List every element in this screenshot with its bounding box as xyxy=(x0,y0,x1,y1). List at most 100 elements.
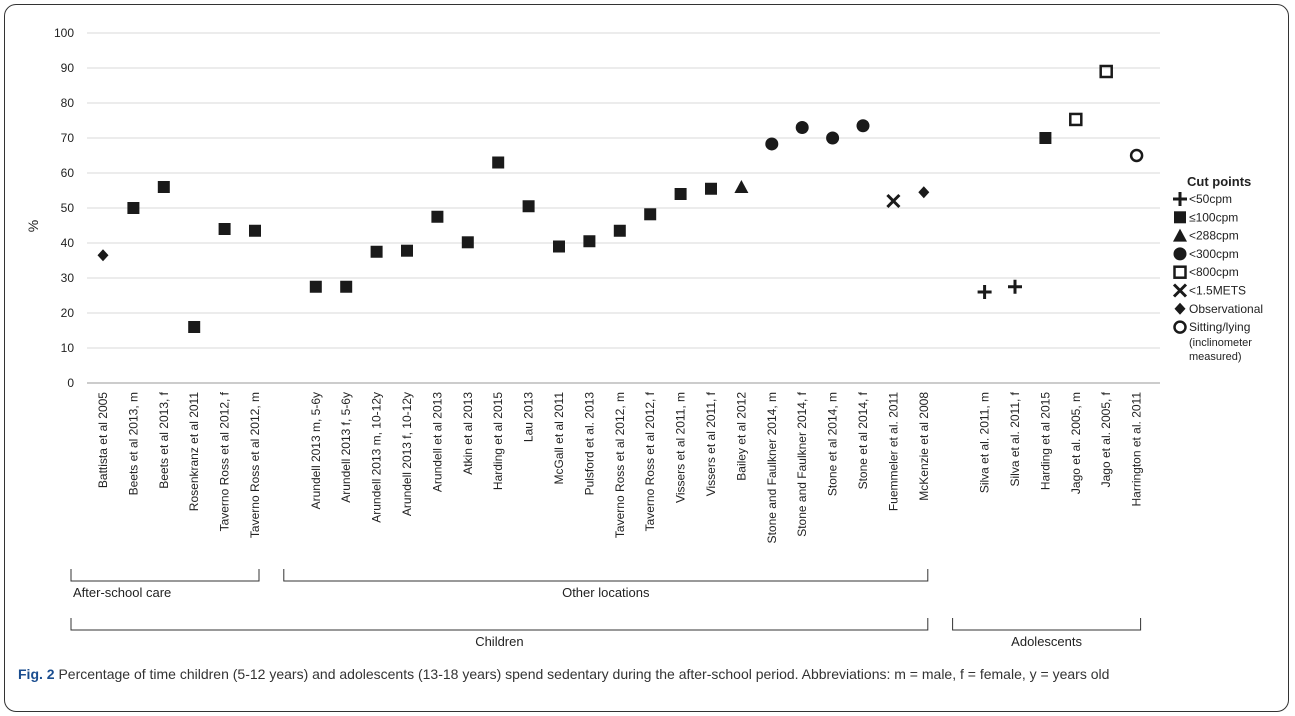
x-tick-label: Arundell 2013 m, 5-6y xyxy=(309,392,323,509)
y-tick-label: 20 xyxy=(61,306,75,320)
x-tick-label: Jago et al. 2005, m xyxy=(1069,392,1083,494)
data-point xyxy=(401,244,413,257)
group-brackets: After-school care Other locations Children… xyxy=(70,569,1142,649)
plus-marker xyxy=(1008,279,1022,294)
figure-frame xyxy=(4,4,1289,712)
x-tick-label: Harding et al 2015 xyxy=(1038,392,1052,490)
legend-label: <50cpm xyxy=(1189,192,1232,206)
legend-marker xyxy=(1172,283,1188,298)
legend-label: Sitting/lying xyxy=(1189,320,1250,334)
data-point xyxy=(218,223,231,235)
caption-text: Percentage of time children (5-12 years)… xyxy=(54,666,1110,682)
x-tick-label: Vissers et al 2011, m xyxy=(674,392,688,503)
group-bracket xyxy=(70,618,929,631)
x-tick-labels: Battista et al 2005 Beets et al 2013, m Be… xyxy=(96,391,1144,543)
data-point xyxy=(522,200,535,213)
y-tick-label: 50 xyxy=(61,201,75,215)
legend-label: Observational xyxy=(1189,302,1263,316)
square-marker xyxy=(188,321,201,333)
x-tick-label: Lau 2013 xyxy=(522,392,536,442)
x-tick-label: Atkin et al 2013 xyxy=(461,392,475,475)
open-circle-marker xyxy=(1173,320,1187,334)
triangle-marker xyxy=(734,180,749,193)
square-marker xyxy=(370,245,383,258)
x-tick-label: Arundell et al 2013 xyxy=(430,392,444,492)
circle-marker xyxy=(1173,247,1187,261)
plus-marker xyxy=(977,285,992,299)
square-marker xyxy=(583,235,596,248)
legend-sublabel: measured) xyxy=(1189,351,1242,363)
x-tick-label: Stone et al 2014, f xyxy=(856,391,870,489)
open-circle-marker xyxy=(1129,148,1144,163)
x-tick-label: Vissers et al 2011, f xyxy=(704,391,718,496)
group-label: Other locations xyxy=(562,585,650,600)
square-marker xyxy=(340,280,353,293)
x-tick-label: Arundell 2013 f, 5-6y xyxy=(339,392,353,503)
data-point xyxy=(734,180,749,193)
square-marker xyxy=(218,223,231,235)
open-square-marker xyxy=(1099,64,1113,79)
circle-marker xyxy=(826,131,840,145)
data-point xyxy=(492,156,505,169)
data-point xyxy=(461,236,474,249)
y-tick-label: 100 xyxy=(54,26,74,40)
data-point xyxy=(1069,112,1083,127)
x-tick-label: Beets et al 2013, f xyxy=(157,391,171,488)
triangle-marker xyxy=(1173,228,1187,242)
data-point xyxy=(97,249,109,262)
group-bracket xyxy=(952,618,1142,631)
x-tick-label: Arundell 2013 f, 10-12y xyxy=(400,392,414,516)
square-marker xyxy=(522,200,535,213)
data-point xyxy=(188,321,201,333)
x-tick-label: Stone and Faulkner 2014, f xyxy=(795,391,809,536)
legend-title: Cut points xyxy=(1187,174,1251,189)
group-bracket xyxy=(70,569,260,582)
y-tick-label: 60 xyxy=(61,166,75,180)
y-tick-labels: 0 10 20 30 40 50 60 70 80 90 100 xyxy=(54,26,74,390)
figure-label: Fig. 2 xyxy=(18,666,55,682)
data-point xyxy=(705,182,717,195)
x-tick-label: Jago et al. 2005, f xyxy=(1099,391,1113,487)
data-point xyxy=(553,240,565,253)
square-marker xyxy=(492,156,505,169)
legend: Cut points <50cpm ≤100cpm <288cpm <300cpm <8… xyxy=(1172,174,1263,363)
legend-marker xyxy=(1173,228,1187,242)
circle-marker xyxy=(765,137,779,151)
square-marker xyxy=(431,210,444,223)
data-point xyxy=(826,131,840,145)
y-tick-label: 40 xyxy=(61,236,75,250)
square-marker xyxy=(461,236,474,249)
x-tick-label: McGall et al 2011 xyxy=(552,392,566,485)
x-tick-label: McKenzie et al 2008 xyxy=(917,392,931,501)
data-point xyxy=(795,121,809,134)
x-tick-label: Silva et al. 2011, f xyxy=(1008,391,1022,486)
figure-caption: Fig. 2 Percentage of time children (5-12… xyxy=(18,664,1280,684)
square-marker xyxy=(674,188,687,200)
legend-marker xyxy=(1174,211,1186,224)
square-marker xyxy=(553,240,565,253)
x-tick-label: Harrington et al. 2011 xyxy=(1130,392,1144,507)
data-point xyxy=(431,210,444,223)
data-point xyxy=(370,245,383,258)
data-point xyxy=(674,188,687,200)
open-square-marker xyxy=(1173,265,1187,279)
group-label: After-school care xyxy=(73,585,171,600)
data-point xyxy=(249,224,261,237)
legend-marker xyxy=(1173,265,1187,279)
square-marker xyxy=(249,224,261,237)
square-marker xyxy=(401,244,413,257)
legend-label: <1.5METS xyxy=(1189,284,1246,298)
x-tick-label: Rosenkranz et al 2011 xyxy=(187,392,201,512)
cross-marker xyxy=(1172,283,1188,298)
legend-marker xyxy=(1174,302,1186,315)
data-points xyxy=(97,64,1144,333)
cross-marker xyxy=(886,193,901,209)
legend-marker xyxy=(1173,192,1187,206)
x-tick-label: Taverno Ross et al 2012, f xyxy=(218,391,232,531)
diamond-marker xyxy=(1174,302,1186,315)
gridlines xyxy=(87,32,1160,384)
x-tick-label: Stone et al 2014, m xyxy=(826,392,840,496)
data-point xyxy=(613,224,626,237)
y-tick-label: 10 xyxy=(61,341,75,355)
y-tick-label: 70 xyxy=(61,131,75,145)
